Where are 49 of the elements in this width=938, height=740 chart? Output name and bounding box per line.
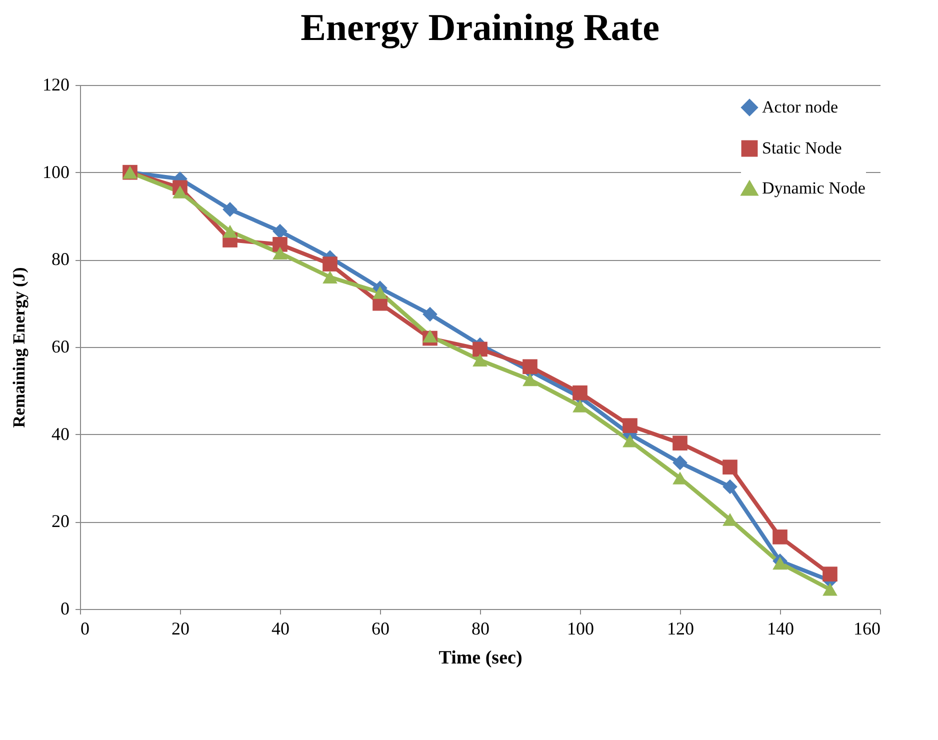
point [222, 202, 238, 217]
y-tick-label: 100 [42, 162, 70, 182]
y-tick-label: 20 [52, 511, 70, 532]
x-tick-label: 100 [567, 618, 594, 638]
point [422, 330, 438, 343]
x-tick-label: 160 [854, 618, 880, 638]
point [272, 236, 288, 252]
x-tick-label: 60 [372, 618, 390, 638]
point [522, 359, 538, 374]
point [472, 342, 488, 357]
y-axis-title: Remaining Energy (J) [10, 267, 28, 428]
x-tick-label: 80 [472, 618, 490, 638]
point [622, 434, 638, 448]
point [272, 224, 288, 239]
chart-title: Energy Draining Rate [300, 7, 660, 49]
x-tick-label: 0 [80, 618, 90, 638]
point [722, 460, 738, 474]
point [772, 530, 788, 544]
point [722, 479, 738, 494]
y-tick-label: 40 [52, 424, 70, 444]
legend-label: Static Node [762, 138, 842, 158]
y-tick-label: 0 [60, 598, 70, 618]
point [572, 400, 588, 412]
y-tick-label: 80 [52, 249, 70, 270]
point [172, 186, 188, 198]
legend-label: Dynamic Node [762, 178, 866, 198]
point [522, 373, 538, 386]
x-tick-label: 140 [767, 618, 794, 638]
point [622, 418, 638, 434]
point [772, 556, 788, 570]
point [822, 582, 838, 596]
point [322, 256, 338, 272]
point [672, 455, 688, 470]
x-tick-label: 20 [172, 618, 190, 638]
point [422, 306, 438, 322]
x-tick-label: 120 [667, 618, 694, 638]
point [572, 385, 588, 400]
point [472, 354, 488, 367]
point [222, 224, 238, 238]
point [372, 286, 388, 299]
y-tick-label: 60 [52, 336, 70, 356]
point [322, 270, 338, 284]
point [672, 436, 688, 450]
x-tick-label: 40 [272, 618, 290, 638]
x-axis-title: Time (sec) [438, 648, 522, 668]
y-tick-label: 120 [42, 74, 70, 94]
point [822, 566, 838, 582]
legend-label: Actor node [762, 98, 838, 116]
point [272, 246, 288, 260]
